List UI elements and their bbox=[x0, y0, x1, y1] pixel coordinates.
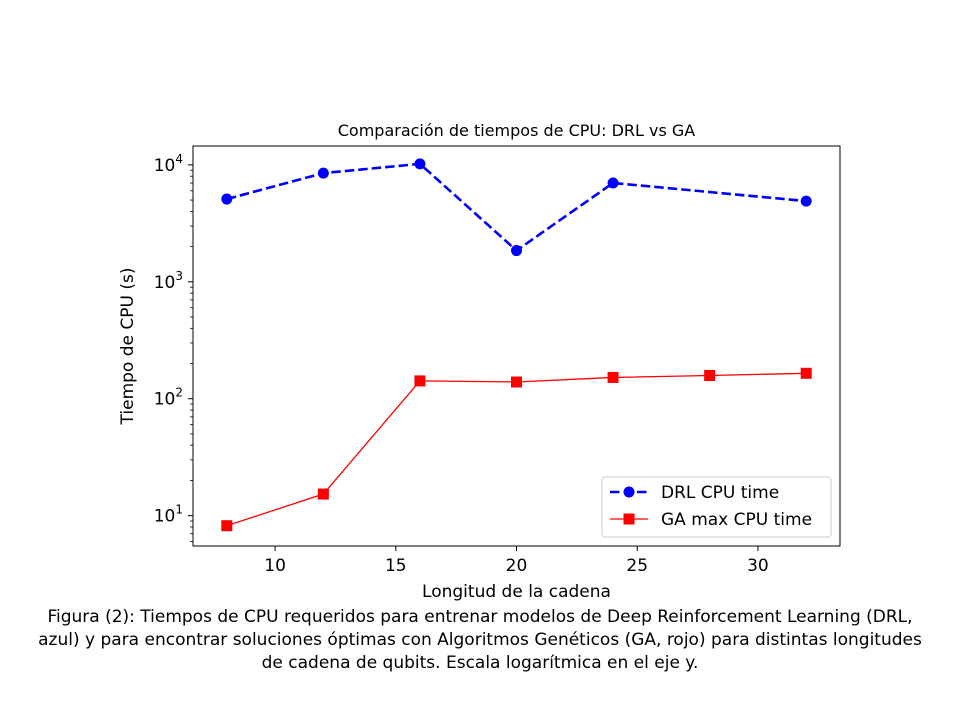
axes: 10 15 20 25 30 101 102 103 104 bbox=[154, 152, 769, 576]
drl-data-point bbox=[317, 167, 329, 179]
x-tick-label: 15 bbox=[385, 556, 407, 576]
legend: DRL CPU time GA max CPU time bbox=[601, 476, 832, 538]
x-tick-label: 10 bbox=[264, 556, 286, 576]
figure-caption: Figura (2): Tiempos de CPU requeridos pa… bbox=[0, 606, 960, 675]
drl-data-point bbox=[221, 193, 233, 205]
legend-marker-circle bbox=[623, 486, 635, 498]
ga-data-point bbox=[800, 367, 812, 379]
drl-data-point bbox=[800, 195, 812, 207]
ga-data-point bbox=[317, 488, 329, 500]
caption-line: de cadena de qubits. Escala logarítmica … bbox=[261, 653, 699, 673]
caption-line: azul) y para encontrar soluciones óptima… bbox=[38, 630, 922, 650]
legend-label: DRL CPU time bbox=[661, 483, 779, 503]
legend-marker-square bbox=[623, 513, 635, 525]
ga-data-point bbox=[704, 369, 716, 381]
drl-data-point bbox=[414, 158, 426, 170]
drl-data-point bbox=[607, 177, 619, 189]
caption-line: Figura (2): Tiempos de CPU requeridos pa… bbox=[47, 607, 913, 627]
series-line-drl bbox=[226, 162, 807, 253]
ga-data-point bbox=[511, 376, 522, 388]
legend-box bbox=[601, 476, 832, 538]
plot-area bbox=[221, 158, 812, 532]
x-axis-label: Longitud de la cadena bbox=[422, 582, 611, 602]
x-tick-label: 25 bbox=[626, 556, 648, 576]
ga-data-point bbox=[221, 520, 233, 532]
x-tick-label: 30 bbox=[747, 556, 769, 576]
ga-data-point bbox=[607, 371, 619, 383]
ga-data-point bbox=[414, 375, 426, 387]
y-tick-label: 103 bbox=[154, 269, 183, 293]
drl-data-point bbox=[511, 245, 522, 257]
y-tick-label: 101 bbox=[154, 503, 183, 527]
y-tick-label: 102 bbox=[154, 386, 183, 410]
legend-label: GA max CPU time bbox=[661, 510, 812, 530]
y-axis-label: Tiempo de CPU (s) bbox=[118, 268, 138, 426]
chart-title: Comparación de tiempos de CPU: DRL vs GA bbox=[338, 121, 696, 140]
x-tick-label: 20 bbox=[506, 556, 528, 576]
y-tick-label: 104 bbox=[154, 152, 183, 176]
